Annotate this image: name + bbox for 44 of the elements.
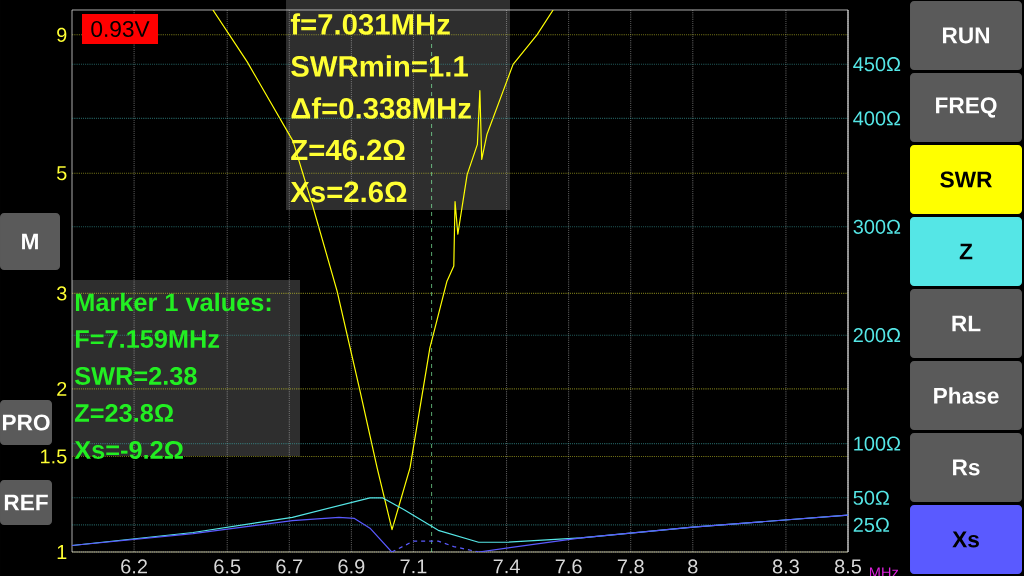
text: Z: [959, 243, 973, 260]
annotation: F=7.159MHz: [75, 330, 220, 348]
y-tick-label: 3: [56, 286, 67, 301]
text: Rs: [953, 459, 980, 476]
annotation: Xs=-9.2Ω: [74, 441, 183, 459]
annotation: 0.93V: [91, 20, 150, 38]
text: SWR: [940, 171, 992, 188]
annotation: Z=23.8Ω: [75, 404, 174, 422]
y-tick-label: 1: [57, 545, 67, 559]
text: Xs: [952, 531, 979, 548]
x-tick-label: 7.4: [493, 559, 520, 574]
x-tick-label: 7.6: [555, 559, 582, 574]
x-tick-label: 7.8: [617, 559, 644, 574]
x-tick-label: 7.1: [400, 559, 427, 574]
text: REF: [4, 494, 48, 511]
annotation: SWRmin=1.1: [291, 55, 468, 77]
x-tick-label: 6.7: [276, 559, 303, 574]
y2-tick-label: 25Ω: [853, 517, 890, 532]
annotation: Δf=0.338MHz: [291, 97, 471, 119]
y-tick-label: 2: [57, 381, 67, 396]
annotation: Marker 1 values:: [75, 292, 271, 312]
y2-tick-label: 50Ω: [853, 490, 890, 505]
x-tick-label: 8.5: [834, 559, 862, 574]
x-tick-label: 6.9: [338, 559, 365, 574]
y-tick-label: 1.5: [41, 449, 67, 464]
y2-tick-label: 450Ω: [853, 57, 901, 72]
x-tick-label: 8: [688, 559, 698, 574]
text: Phase: [934, 387, 999, 404]
text: FREQ: [936, 97, 997, 118]
y2-tick-label: 400Ω: [853, 111, 901, 126]
x-tick-label: 6.2: [121, 559, 147, 574]
text: RUN: [942, 27, 990, 44]
annotation: f=7.031MHz: [290, 13, 450, 35]
text: RL: [952, 315, 981, 332]
y2-tick-label: 300Ω: [853, 219, 901, 234]
y-tick-label: 9: [57, 27, 67, 42]
x-tick-label: 8.3: [772, 559, 799, 574]
text: PRO: [2, 414, 50, 431]
x-tick-label: 6.5: [214, 559, 241, 574]
annotation: SWR=2.38: [75, 367, 197, 385]
text: M: [22, 233, 38, 250]
y2-tick-label: 200Ω: [853, 328, 901, 343]
y-tick-label: 5: [56, 166, 67, 181]
y2-tick-label: 100Ω: [854, 436, 901, 451]
